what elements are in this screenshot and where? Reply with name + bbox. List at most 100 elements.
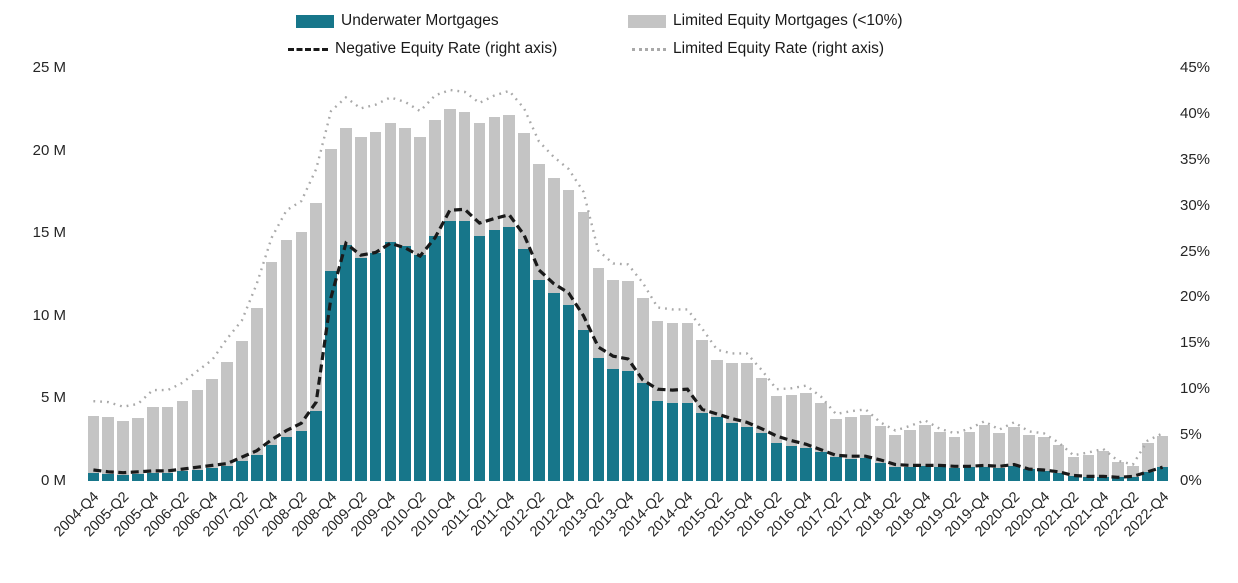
underwater-bar-segment	[726, 422, 738, 481]
limited-equity-bar-segment	[1023, 435, 1035, 470]
right-axis-tick-label: 25%	[1180, 242, 1211, 260]
underwater-bar-segment	[354, 258, 367, 481]
legend-item-negative-rate: Negative Equity Rate (right axis)	[288, 40, 557, 58]
underwater-bar-segment	[592, 358, 605, 481]
limited-equity-bar-segment	[993, 433, 1006, 468]
limited-equity-bar-segment	[295, 231, 308, 431]
underwater-bar-segment	[236, 461, 248, 481]
underwater-bar-segment	[919, 466, 931, 481]
underwater-bar-segment	[651, 400, 664, 481]
underwater-bar-segment	[934, 467, 946, 481]
limited-equity-bar-segment	[1156, 436, 1169, 467]
left-axis-tick-label: 10 M	[32, 306, 66, 324]
limited-equity-swatch-icon	[628, 14, 666, 28]
underwater-bar-segment	[948, 468, 961, 481]
underwater-bar-segment	[87, 473, 100, 481]
underwater-bar-segment	[221, 465, 233, 481]
limited-equity-bar-segment	[1141, 443, 1154, 473]
underwater-bar-segment	[755, 432, 768, 481]
underwater-bar-segment	[904, 466, 916, 481]
underwater-bar-segment	[1112, 477, 1124, 481]
underwater-bar-segment	[681, 402, 694, 481]
underwater-bar-segment	[414, 255, 426, 481]
legend-item-limited: Limited Equity Mortgages (<10%)	[628, 12, 903, 30]
legend-item-underwater: Underwater Mortgages	[296, 12, 499, 30]
underwater-bar-segment	[250, 455, 263, 481]
underwater-bar-segment	[577, 330, 590, 481]
limited-equity-bar-segment	[592, 268, 605, 359]
left-axis-tick-label: 25 M	[32, 59, 66, 76]
limited-equity-bar-segment	[503, 115, 515, 227]
underwater-bar-segment	[1052, 473, 1065, 481]
left-axis-tick-label: 15 M	[32, 224, 66, 242]
limited-equity-bar-segment	[325, 149, 337, 271]
limited-equity-bar-segment	[547, 178, 560, 294]
underwater-bar-segment	[518, 249, 530, 481]
limited-equity-bar-segment	[740, 363, 753, 427]
limited-equity-bar-segment	[934, 432, 946, 468]
underwater-bar-segment	[637, 383, 649, 481]
underwater-bar-segment	[340, 245, 352, 481]
limited-equity-bar-segment	[280, 239, 293, 437]
limited-equity-bar-segment	[87, 416, 100, 474]
underwater-bar-segment	[399, 246, 412, 481]
right-axis-tick-label: 5%	[1180, 426, 1202, 444]
limited-equity-bar-segment	[310, 202, 322, 411]
underwater-bar-segment	[1156, 466, 1169, 481]
underwater-bar-segment	[785, 445, 798, 481]
dashed-line-swatch-icon	[288, 47, 328, 51]
limited-equity-bar-segment	[1097, 450, 1109, 477]
underwater-bar-segment	[740, 426, 753, 481]
underwater-bar-segment	[176, 471, 189, 481]
right-axis-tick-label: 45%	[1180, 59, 1211, 76]
right-axis-tick-label: 20%	[1180, 288, 1211, 306]
legend-item-limited-rate: Limited Equity Rate (right axis)	[632, 40, 884, 58]
underwater-bar-segment	[874, 462, 887, 481]
limited-equity-bar-segment	[191, 390, 204, 470]
underwater-bar-segment	[473, 235, 486, 481]
limited-equity-bar-segment	[948, 437, 961, 469]
limited-equity-bar-segment	[250, 307, 263, 456]
underwater-bar-segment	[147, 473, 159, 481]
right-axis-tick-label: 15%	[1180, 334, 1211, 352]
limited-equity-bar-segment	[221, 362, 233, 466]
underwater-bar-segment	[1141, 472, 1154, 481]
underwater-bar-segment	[859, 458, 872, 481]
legend-label-underwater: Underwater Mortgages	[341, 12, 499, 29]
limited-equity-bar-segment	[1008, 426, 1020, 466]
underwater-bar-segment	[458, 220, 471, 481]
underwater-bar-segment	[622, 370, 634, 481]
limited-equity-bar-segment	[800, 392, 812, 449]
underwater-bar-segment	[310, 410, 322, 481]
underwater-bar-segment	[815, 451, 827, 481]
underwater-bar-segment	[295, 430, 308, 481]
left-axis-tick-label: 0 M	[40, 472, 66, 489]
limited-equity-bar-segment	[399, 128, 412, 247]
underwater-bar-segment	[830, 457, 842, 481]
limited-equity-bar-segment	[161, 406, 174, 474]
limited-equity-bar-segment	[354, 136, 367, 259]
limited-equity-bar-segment	[562, 189, 575, 306]
limited-equity-bar-segment	[889, 434, 902, 467]
underwater-bar-segment	[666, 403, 679, 481]
limited-equity-bar-segment	[1112, 462, 1124, 478]
underwater-bar-segment	[978, 466, 991, 481]
limited-equity-bar-segment	[666, 322, 679, 404]
limited-equity-bar-segment	[1082, 455, 1095, 477]
limited-equity-bar-segment	[458, 111, 471, 221]
underwater-bar-segment	[889, 466, 902, 481]
limited-equity-bar-segment	[518, 132, 530, 250]
limited-equity-bar-segment	[755, 378, 768, 433]
underwater-bar-segment	[384, 241, 397, 481]
underwater-bar-segment	[800, 448, 812, 481]
underwater-bar-segment	[1097, 476, 1109, 481]
underwater-bar-segment	[429, 235, 441, 481]
limited-equity-bar-segment	[577, 211, 590, 330]
limited-equity-bar-segment	[859, 414, 872, 459]
limited-equity-bar-segment	[815, 403, 827, 452]
limited-equity-bar-segment	[414, 136, 426, 255]
underwater-bar-segment	[993, 467, 1006, 481]
limited-equity-bar-segment	[726, 363, 738, 423]
limited-equity-bar-segment	[1037, 436, 1050, 471]
